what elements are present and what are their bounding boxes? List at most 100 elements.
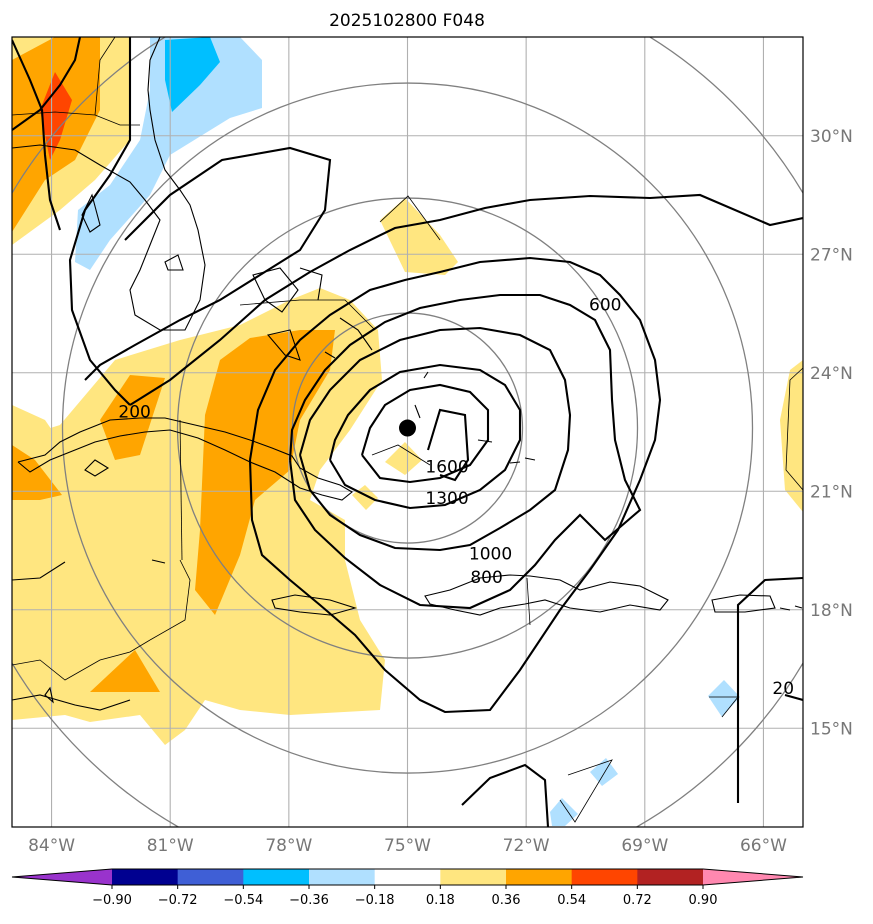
- contour-label: 1000: [469, 544, 512, 564]
- islet-nw: [81, 193, 101, 233]
- lat-tick-label: 21°N: [810, 482, 853, 502]
- lat-tick-label: 24°N: [810, 364, 853, 384]
- range-ring: [176, 197, 639, 659]
- islet-center: [414, 371, 429, 419]
- colorbar-swatch: [374, 869, 441, 885]
- lat-tick-label: 18°N: [810, 601, 853, 621]
- colorbar-swatch: [309, 869, 376, 885]
- shade-yellow-ne: [380, 198, 458, 275]
- yucatan-coast: [12, 561, 66, 581]
- central-america-border-2: [149, 559, 191, 641]
- contour-800: [288, 293, 642, 610]
- bahamas-islet-2: [324, 351, 336, 359]
- colorbar-tick-label: 0.90: [689, 893, 718, 908]
- contour-200-main: [12, 37, 803, 406]
- colorbar-tick-label: −0.54: [223, 893, 263, 908]
- islet-west: [84, 459, 110, 477]
- lon-tick-label: 84°W: [28, 836, 75, 856]
- contour-200-se: [461, 576, 803, 827]
- shade-red-nw: [40, 72, 72, 160]
- contour-label: 600: [589, 296, 621, 316]
- colorbar-tick-label: −0.36: [289, 893, 329, 908]
- colorbar-swatch: [112, 869, 179, 885]
- contour-label: 20: [772, 679, 794, 699]
- ocean-boundary-1: [179, 419, 183, 561]
- coastlines: [12, 37, 803, 711]
- leeward-islets: [779, 605, 803, 611]
- islet-fl-keys: [164, 254, 184, 271]
- lon-tick-label: 81°W: [147, 836, 194, 856]
- shade-lightblue-se3: [550, 798, 578, 826]
- eez-line-east: [785, 367, 803, 491]
- colorbar-swatch: [637, 869, 704, 885]
- bahamas-islet-1: [266, 329, 301, 361]
- shade-yellow-center: [385, 442, 422, 475]
- longitude-tick-labels: 84°W 81°W 78°W 75°W 72°W 69°W 66°W: [28, 836, 787, 856]
- colorbar-swatch: [703, 869, 803, 885]
- colorbar-tick-label: −0.18: [355, 893, 395, 908]
- colorbar-tick-label: 0.18: [426, 893, 455, 908]
- shade-lightblue-se1: [708, 680, 740, 717]
- contour-1600: [360, 383, 490, 484]
- shade-yellow-east: [780, 360, 803, 512]
- colorbar-swatch: [243, 869, 310, 885]
- shaded-anomaly-fields: [12, 37, 803, 826]
- lat-tick-label: 27°N: [810, 245, 853, 265]
- florida-coast: [12, 37, 206, 331]
- contour-label: 1300: [425, 489, 468, 509]
- colorbar-swatch: [571, 869, 638, 885]
- colorbar-tick-label: 0.36: [492, 893, 521, 908]
- shade-cyan-fl: [165, 37, 220, 112]
- range-ring: [61, 82, 754, 774]
- lat-tick-label: 15°N: [810, 719, 853, 739]
- lon-tick-label: 69°W: [621, 836, 668, 856]
- honduras-coast: [12, 694, 131, 711]
- storm-center-marker: [399, 419, 416, 437]
- map-title: 2025102800 F048: [329, 11, 485, 31]
- shade-yellow-sw: [12, 640, 62, 675]
- cuba-coast: [17, 417, 353, 501]
- lon-tick-label: 78°W: [265, 836, 312, 856]
- latitude-tick-labels: 30°N 27°N 24°N 21°N 18°N 15°N: [810, 127, 853, 740]
- us-state-border-3: [94, 114, 140, 126]
- hispaniola-border: [526, 577, 531, 626]
- bahamas-andros: [252, 267, 299, 313]
- colorbar-swatch: [506, 869, 573, 885]
- colorbar: −0.90 −0.72 −0.54 −0.36 −0.18 0.18 0.36 0.54 0.7…: [11, 868, 804, 908]
- shade-orange-far-west: [12, 445, 62, 500]
- colorbar-swatch: [177, 869, 244, 885]
- contour-inner: [426, 408, 470, 482]
- contour-1000: [298, 326, 572, 552]
- eez-line-center: [371, 444, 431, 466]
- shade-orange-main: [195, 330, 335, 615]
- islet-south: [151, 559, 166, 564]
- colorbar-swatch: [12, 869, 112, 885]
- eez-triangle-1: [379, 195, 441, 241]
- colorbar-swatch: [440, 869, 507, 885]
- bahamas-eleuthera: [299, 267, 323, 301]
- us-state-border-1: [12, 111, 96, 116]
- turks-caicos: [477, 439, 536, 464]
- colorbar-tick-label: 0.72: [623, 893, 652, 908]
- colorbar-tick-label: −0.72: [158, 893, 198, 908]
- eez-triangle-2: [559, 759, 613, 823]
- bahamas-long: [339, 317, 373, 351]
- shade-orange-west: [100, 375, 165, 460]
- contour-200-north: [12, 37, 82, 131]
- ocean-boundary-2: [239, 299, 376, 331]
- contour-200-lasso: [84, 146, 332, 381]
- central-america-border-1: [12, 639, 151, 681]
- contour-1300: [328, 363, 522, 510]
- map-frame: [11, 36, 804, 828]
- hispaniola-coast: [424, 574, 669, 616]
- contour-label: 800: [470, 568, 502, 588]
- lon-tick-label: 66°W: [740, 836, 787, 856]
- map-area: [12, 37, 803, 827]
- map-gridlines: [12, 37, 803, 827]
- political-borders: [12, 37, 803, 823]
- colorbar-tick-label: 0.54: [557, 893, 586, 908]
- contour-label: 200: [118, 402, 150, 422]
- contour-labels: 600 200 1600 1300 1000 800 20: [118, 296, 794, 699]
- shade-yellow-islet: [352, 485, 378, 510]
